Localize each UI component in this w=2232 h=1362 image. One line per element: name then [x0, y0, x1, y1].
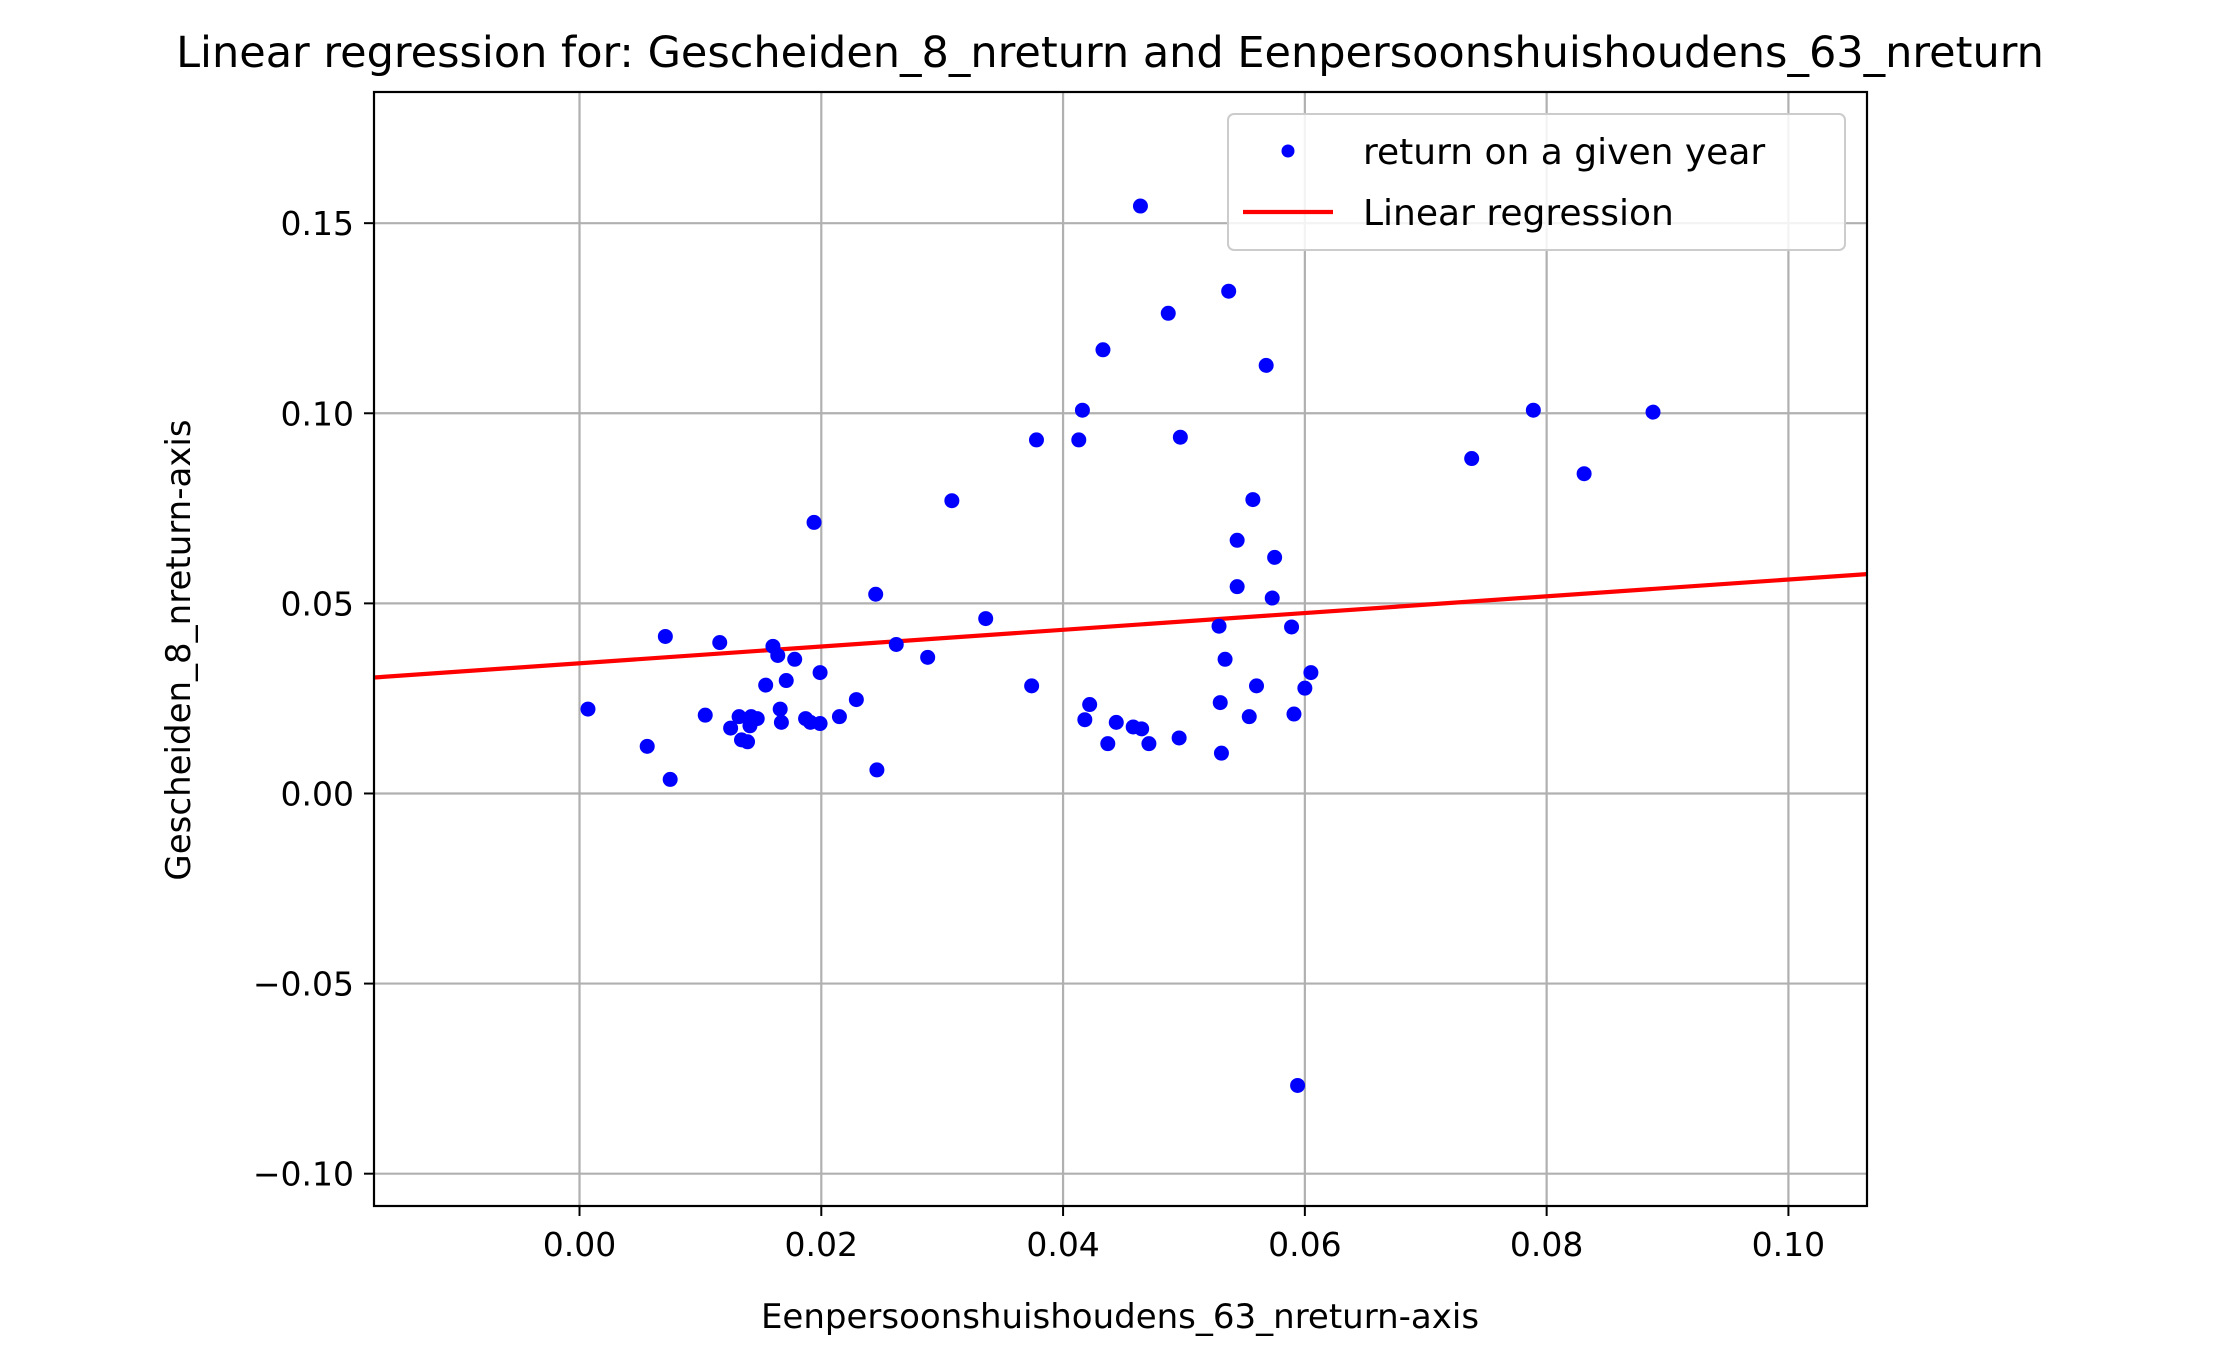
scatter-point	[1217, 651, 1233, 667]
x-tick-label: 0.02	[785, 1225, 858, 1264]
plot-frame	[372, 90, 1869, 1208]
scatter-point	[1464, 451, 1480, 467]
scatter-point	[1264, 590, 1280, 606]
legend: return on a given year Linear regression	[1227, 113, 1846, 251]
scatter-point	[1024, 678, 1040, 694]
scatter-point	[1284, 619, 1300, 635]
x-tick-label: 0.00	[543, 1225, 616, 1264]
scatter-point	[662, 771, 678, 787]
scatter-point	[580, 701, 596, 717]
scatter-point	[1245, 492, 1261, 508]
y-axis-label: Gescheiden_8_nreturn-axis	[159, 419, 199, 880]
scatter-point	[1071, 432, 1087, 448]
scatter-point	[1141, 736, 1157, 752]
scatter-point	[1249, 678, 1265, 694]
scatter-point	[639, 738, 655, 754]
scatter-point	[1229, 532, 1245, 548]
scatter-point	[1082, 697, 1098, 713]
scatter-point	[772, 701, 788, 717]
y-tick-label: 0.00	[281, 774, 354, 813]
x-tick-label: 0.04	[1026, 1225, 1099, 1264]
scatter-point	[1213, 745, 1229, 761]
y-tick-label: 0.15	[281, 204, 354, 243]
scatter-point	[978, 611, 994, 627]
legend-marker-points	[1281, 144, 1295, 158]
scatter-point	[697, 707, 713, 723]
scatter-point	[1074, 402, 1090, 418]
scatter-point	[740, 734, 756, 750]
scatter-point	[1241, 709, 1257, 725]
regression-line-layer	[373, 572, 1868, 680]
x-axis-ticks: 0.00 0.02 0.04 0.06 0.08 0.10	[543, 1206, 1825, 1264]
scatter-point	[1160, 305, 1176, 321]
scatter-point	[1132, 198, 1148, 214]
x-tick-label: 0.10	[1752, 1225, 1825, 1264]
scatter-point	[1171, 730, 1187, 746]
scatter-point	[778, 673, 794, 689]
scatter-point	[1297, 680, 1313, 696]
scatter-point	[1211, 618, 1227, 634]
scatter-point	[1134, 721, 1150, 737]
y-tick-label: 0.05	[281, 584, 354, 623]
scatter-point	[944, 493, 960, 509]
scatter-point	[1108, 714, 1124, 730]
scatter-point	[812, 716, 828, 732]
legend-box	[1227, 113, 1846, 251]
scatter-point	[888, 636, 904, 652]
x-axis-label: Eenpersoonshuishoudens_63_nreturn-axis	[761, 1297, 1479, 1337]
scatter-point	[1576, 466, 1592, 482]
scatter-point	[1645, 404, 1661, 420]
y-tick-label: 0.10	[281, 394, 354, 433]
scatter-point	[1212, 695, 1228, 711]
scatter-point	[1525, 402, 1541, 418]
scatter-point	[1303, 665, 1319, 681]
y-axis-ticks: −0.10 −0.05 0.00 0.05 0.10 0.15	[253, 204, 374, 1194]
scatter-point	[1221, 283, 1237, 299]
y-tick-label: −0.10	[253, 1155, 354, 1194]
legend-label-points: return on a given year	[1363, 132, 1765, 173]
x-tick-label: 0.06	[1268, 1225, 1341, 1264]
scatter-point	[758, 677, 774, 693]
scatter-point	[1028, 432, 1044, 448]
scatter-point	[1286, 706, 1302, 722]
scatter-point	[723, 720, 739, 736]
scatter-point	[1095, 342, 1111, 358]
scatter-point	[773, 714, 789, 730]
chart-title: Linear regression for: Gescheiden_8_nret…	[176, 28, 2044, 78]
scatter-point	[1229, 579, 1245, 595]
scatter-point	[806, 514, 822, 530]
y-tick-label: −0.05	[253, 965, 354, 1004]
x-tick-label: 0.08	[1510, 1225, 1583, 1264]
scatter-point	[1077, 712, 1093, 728]
scatter-point	[868, 586, 884, 602]
scatter-point	[1267, 549, 1283, 565]
scatter-point	[1290, 1077, 1306, 1093]
legend-label-regression: Linear regression	[1363, 193, 1674, 234]
scatter-point	[731, 709, 747, 725]
scatter-point	[1258, 357, 1274, 373]
scatter-point	[869, 762, 885, 778]
regression-line	[373, 572, 1868, 680]
scatter-point	[831, 709, 847, 725]
grid	[374, 92, 1867, 1206]
scatter-point	[848, 692, 864, 708]
scatter-point	[712, 635, 728, 651]
scatter-point	[920, 649, 936, 665]
scatter-point	[770, 647, 786, 663]
scatter-point	[1172, 429, 1188, 445]
scatter-points	[580, 198, 1661, 1093]
scatter-point	[657, 628, 673, 644]
scatter-point	[787, 651, 803, 667]
scatter-point	[812, 665, 828, 681]
scatter-point	[1100, 736, 1116, 752]
scatter-point	[749, 711, 765, 727]
